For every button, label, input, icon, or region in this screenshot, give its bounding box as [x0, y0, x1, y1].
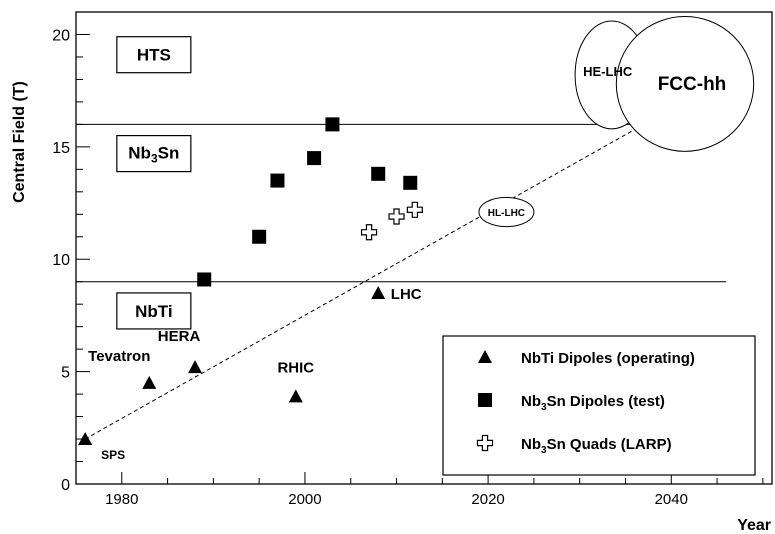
point-label-tevatron: Tevatron: [88, 348, 150, 365]
data-point-open-cross-2: [406, 201, 423, 218]
y-tick-label: 5: [61, 365, 70, 382]
legend-border: [442, 335, 756, 476]
region-label: NbTi: [135, 302, 172, 321]
region-box-0: HTS: [116, 36, 192, 74]
data-point-square-4: [325, 117, 340, 132]
region-label: Nb3Sn: [128, 144, 179, 166]
legend-marker-triangle: [478, 350, 492, 363]
region-group: HTS Nb3Sn NbTi: [116, 36, 192, 330]
plot-frame-group: [75, 11, 773, 485]
data-point-triangle-0: [78, 432, 93, 446]
x-tick-label: 2020: [471, 491, 504, 508]
x-tick-label: 2040: [655, 491, 688, 508]
hl-lhc-label: HL-LHC: [488, 208, 525, 219]
y-tick-label: 0: [61, 477, 70, 494]
point-label-rhic: RHIC: [277, 359, 314, 376]
trend-line: [84, 123, 645, 440]
y-tick-label: 15: [52, 140, 70, 157]
data-point-square-6: [403, 175, 418, 190]
y-axis-label: Central Field (T): [11, 81, 28, 203]
he-lhc-label: HE-LHC: [583, 64, 633, 79]
data-point-square-2: [270, 173, 285, 188]
fcc-hh-label: FCC-hh: [658, 74, 727, 95]
legend-marker-open-cross: [476, 434, 494, 452]
region-label: HTS: [137, 46, 171, 65]
data-point-square-1: [252, 229, 267, 244]
y-tick-label: 20: [52, 27, 70, 44]
region-box-border: [116, 36, 192, 74]
region-box-2: NbTi: [116, 292, 192, 330]
legend-label: Nb3Sn Dipoles (test): [521, 393, 665, 413]
x-tick-label: 2000: [288, 491, 321, 508]
data-point-square-0: [197, 272, 212, 287]
legend-label: Nb3Sn Quads (LARP): [521, 436, 672, 456]
fcc-hh-ellipse: [615, 15, 755, 152]
x-axis-label: Year: [737, 517, 771, 534]
data-point-triangle-3: [288, 389, 303, 403]
point-label-hera: HERA: [158, 328, 201, 345]
y-tick-label: 10: [52, 252, 70, 269]
future-machines-group: HE-LHC FCC-hh HL-LHC: [478, 15, 755, 228]
point-label-sps: SPS: [101, 448, 125, 462]
legend: NbTi Dipoles (operating) Nb3Sn Dipoles (t…: [442, 335, 756, 476]
data-point-triangle-2: [188, 360, 203, 374]
plot-area-border: [75, 11, 773, 485]
data-points-group: SPS Tevatron HERA RHIC LHC: [78, 117, 423, 462]
x-tick-label: 1980: [105, 491, 138, 508]
data-point-square-3: [307, 151, 322, 166]
data-point-open-cross-1: [388, 208, 405, 225]
point-label-lhc: LHC: [391, 286, 422, 303]
axes-group: 1980 2000 2020 2040 0 5 10 15 20 Year Central Fiel…: [11, 11, 771, 534]
data-point-triangle-1: [142, 375, 157, 389]
region-box-border: [116, 292, 192, 330]
data-point-open-cross-0: [360, 224, 378, 241]
hl-lhc-ellipse: [478, 196, 535, 228]
legend-label: NbTi Dipoles (operating): [521, 350, 695, 367]
data-point-triangle-4: [371, 285, 386, 299]
data-point-square-5: [371, 166, 386, 181]
region-box-border: [116, 135, 192, 173]
legend-marker-square: [478, 393, 492, 407]
region-box-1: Nb3Sn: [116, 135, 192, 173]
